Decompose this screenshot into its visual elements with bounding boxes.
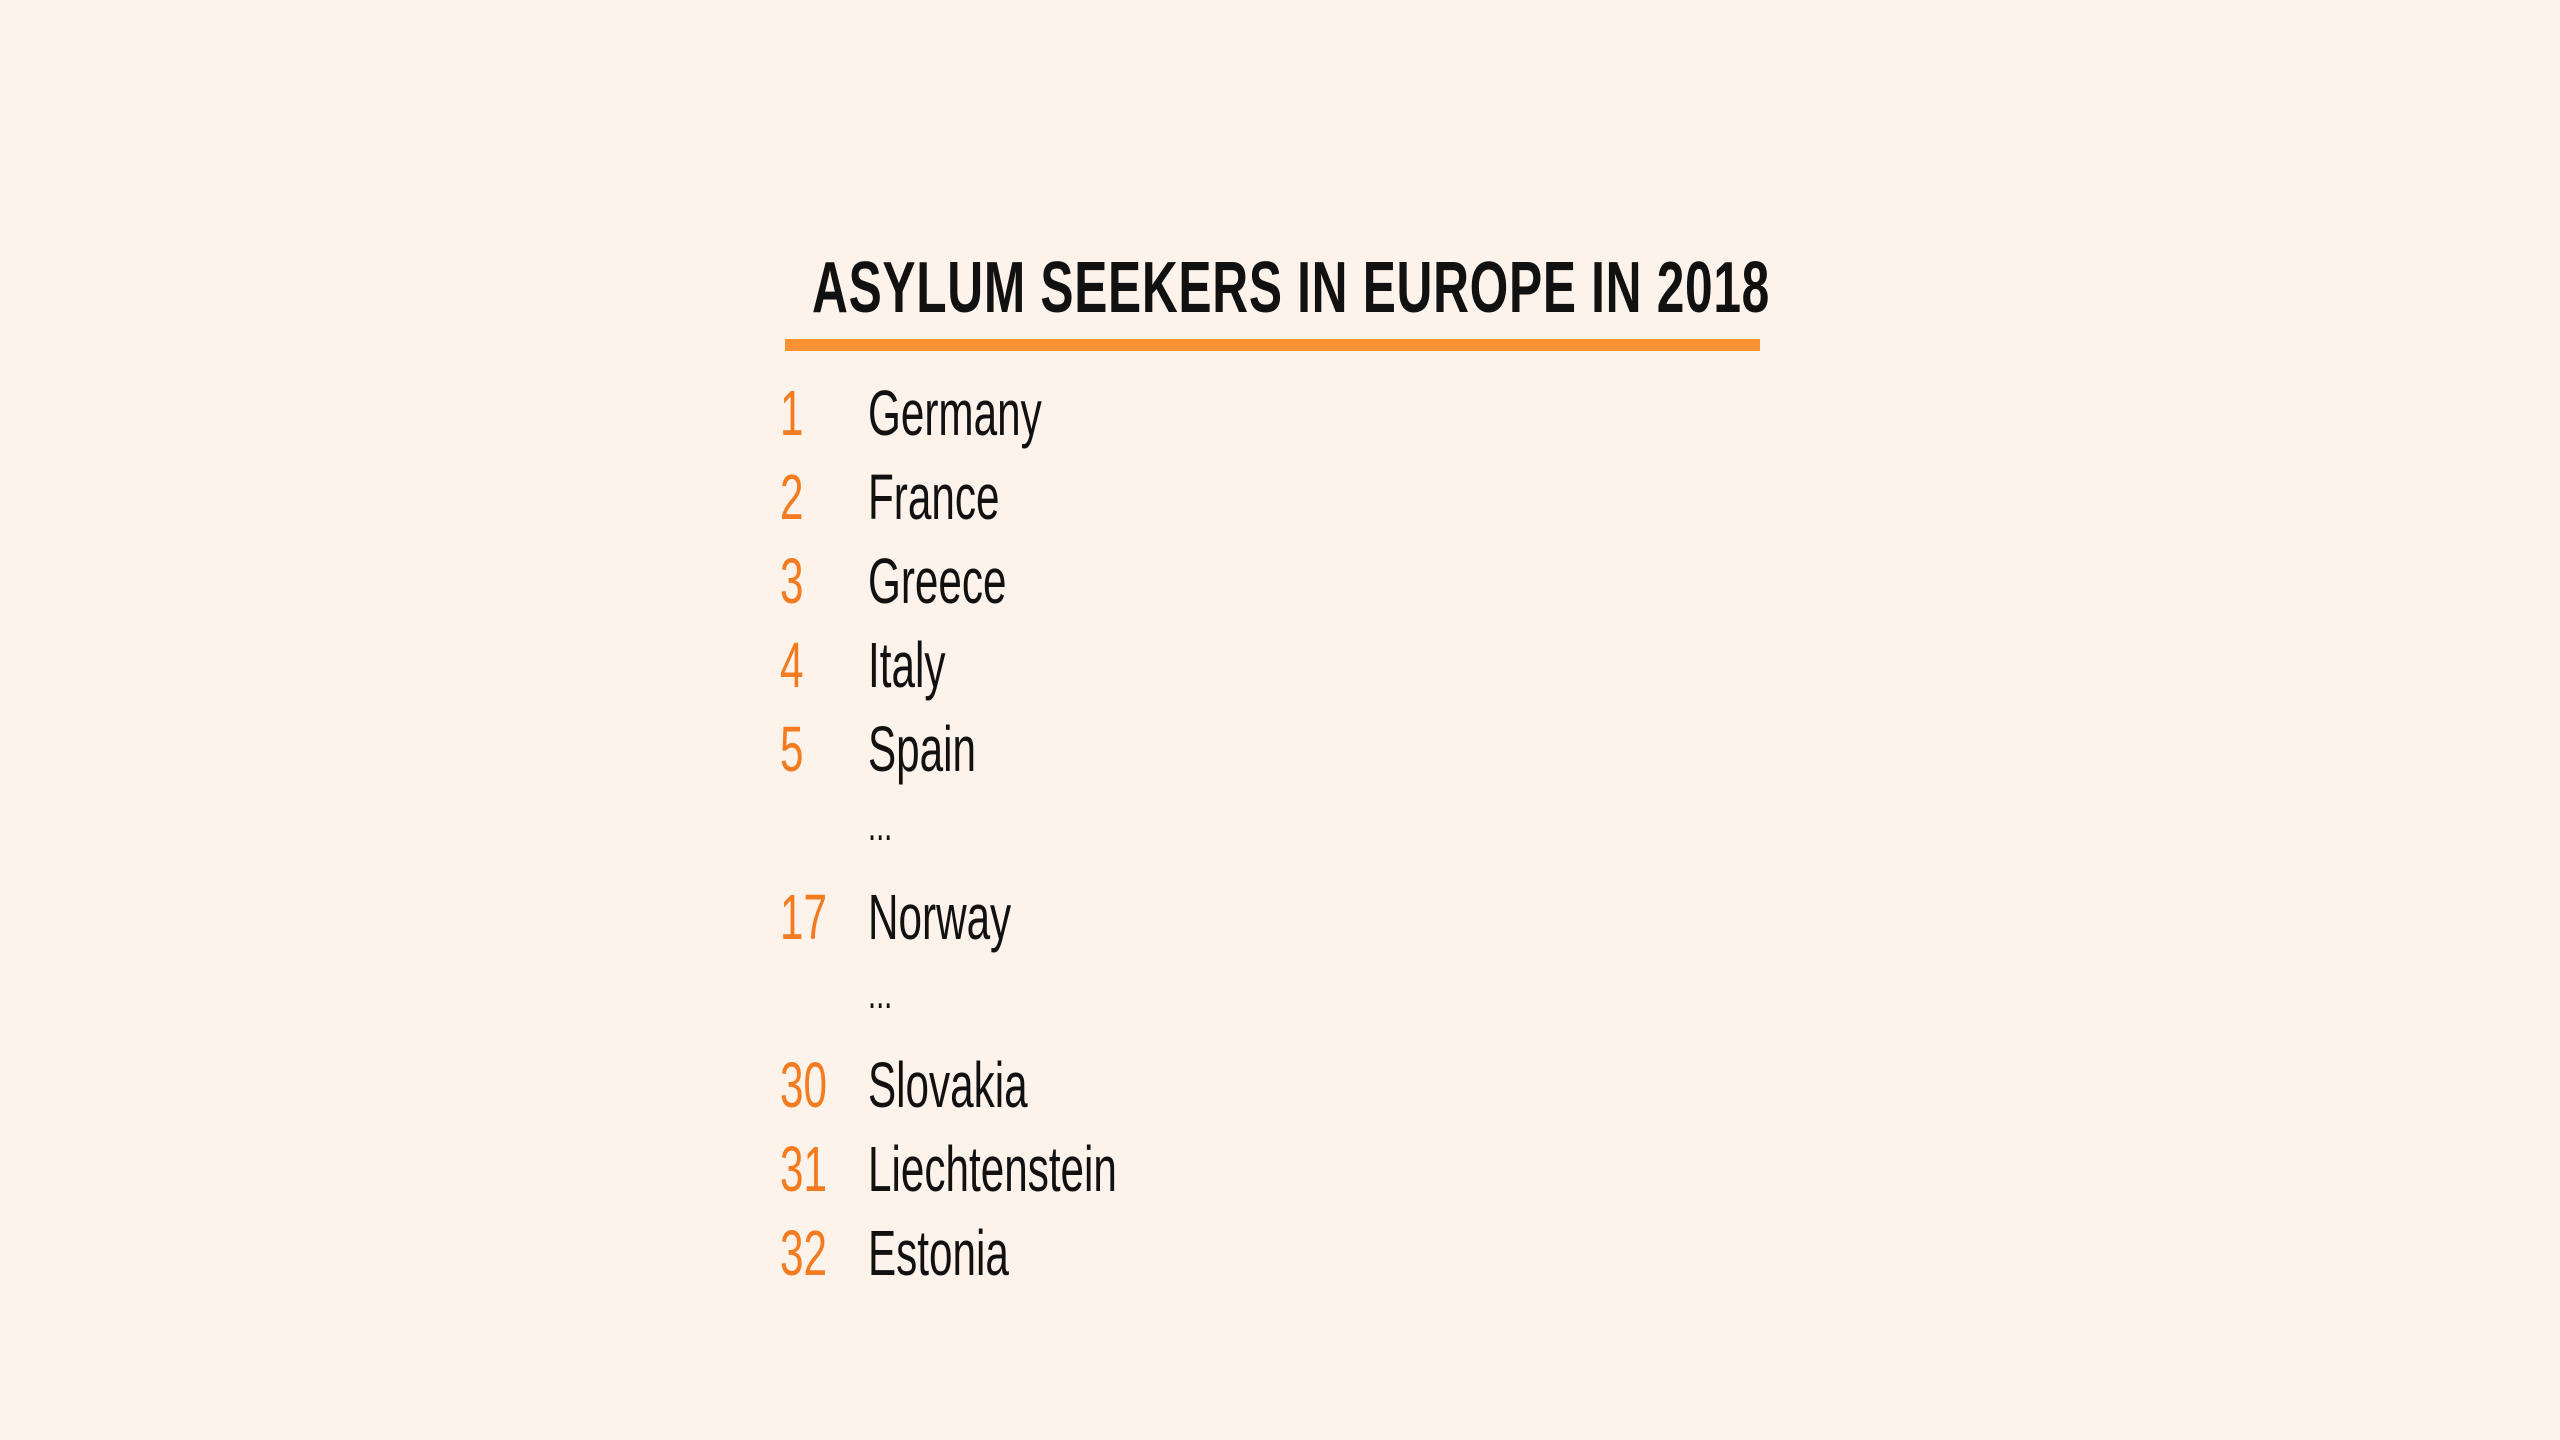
country: Estonia: [868, 1217, 1009, 1289]
country: France: [868, 461, 1000, 533]
country: Germany: [868, 377, 1042, 449]
page-title: ASYLUM SEEKERS IN EUROPE IN 2018: [812, 248, 1770, 328]
country: Slovakia: [868, 1049, 1028, 1121]
rank: 1: [780, 377, 804, 449]
rank: 17: [780, 881, 827, 953]
rank: 5: [780, 713, 804, 785]
rank: 31: [780, 1133, 827, 1205]
country: Spain: [868, 713, 977, 785]
ellipsis: ...: [868, 801, 893, 850]
country: Italy: [868, 629, 946, 701]
rank: 30: [780, 1049, 827, 1121]
rank: 2: [780, 461, 804, 533]
rank: 3: [780, 545, 804, 617]
ellipsis: ...: [868, 969, 893, 1018]
rank: 4: [780, 629, 804, 701]
country: Norway: [868, 881, 1012, 953]
title-underline: [785, 339, 1760, 351]
rank: 32: [780, 1217, 827, 1289]
country: Liechtenstein: [868, 1133, 1117, 1205]
country: Greece: [868, 545, 1007, 617]
